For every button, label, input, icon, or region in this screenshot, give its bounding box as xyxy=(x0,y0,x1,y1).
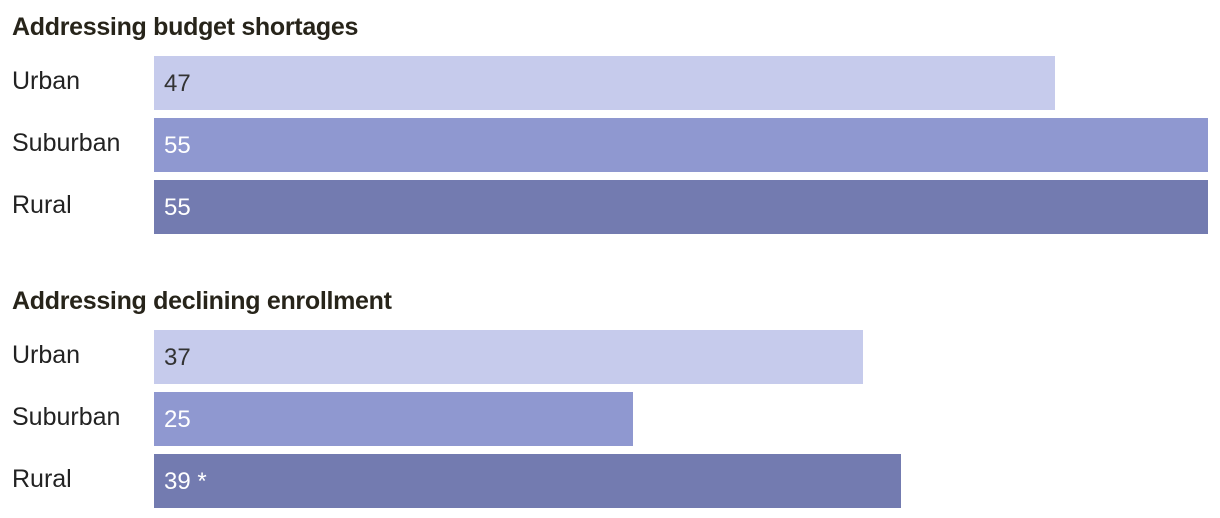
bar: 37 xyxy=(154,330,863,384)
data-label: 25 xyxy=(164,405,191,435)
category-label: Suburban xyxy=(12,402,120,432)
data-label: 55 xyxy=(164,193,191,223)
chart-title: Addressing declining enrollment xyxy=(12,286,392,316)
bar: 39 * xyxy=(154,454,901,508)
category-label: Rural xyxy=(12,464,72,494)
data-label: 37 xyxy=(164,343,191,373)
bar: 55 xyxy=(154,180,1208,234)
category-label: Urban xyxy=(12,66,80,96)
bar-row: Urban 47 xyxy=(0,56,1220,110)
bar-row: Rural 39 * xyxy=(0,454,1220,508)
bar-row: Urban 37 xyxy=(0,330,1220,384)
bar: 55 xyxy=(154,118,1208,172)
bar-row: Suburban 25 xyxy=(0,392,1220,446)
bar-row: Suburban 55 xyxy=(0,118,1220,172)
category-label: Suburban xyxy=(12,128,120,158)
category-label: Rural xyxy=(12,190,72,220)
data-label: 39 * xyxy=(164,467,207,497)
bar: 47 xyxy=(154,56,1055,110)
data-label: 55 xyxy=(164,131,191,161)
data-label: 47 xyxy=(164,69,191,99)
bar-row: Rural 55 xyxy=(0,180,1220,234)
chart-title: Addressing budget shortages xyxy=(12,12,358,42)
category-label: Urban xyxy=(12,340,80,370)
bar: 25 xyxy=(154,392,633,446)
